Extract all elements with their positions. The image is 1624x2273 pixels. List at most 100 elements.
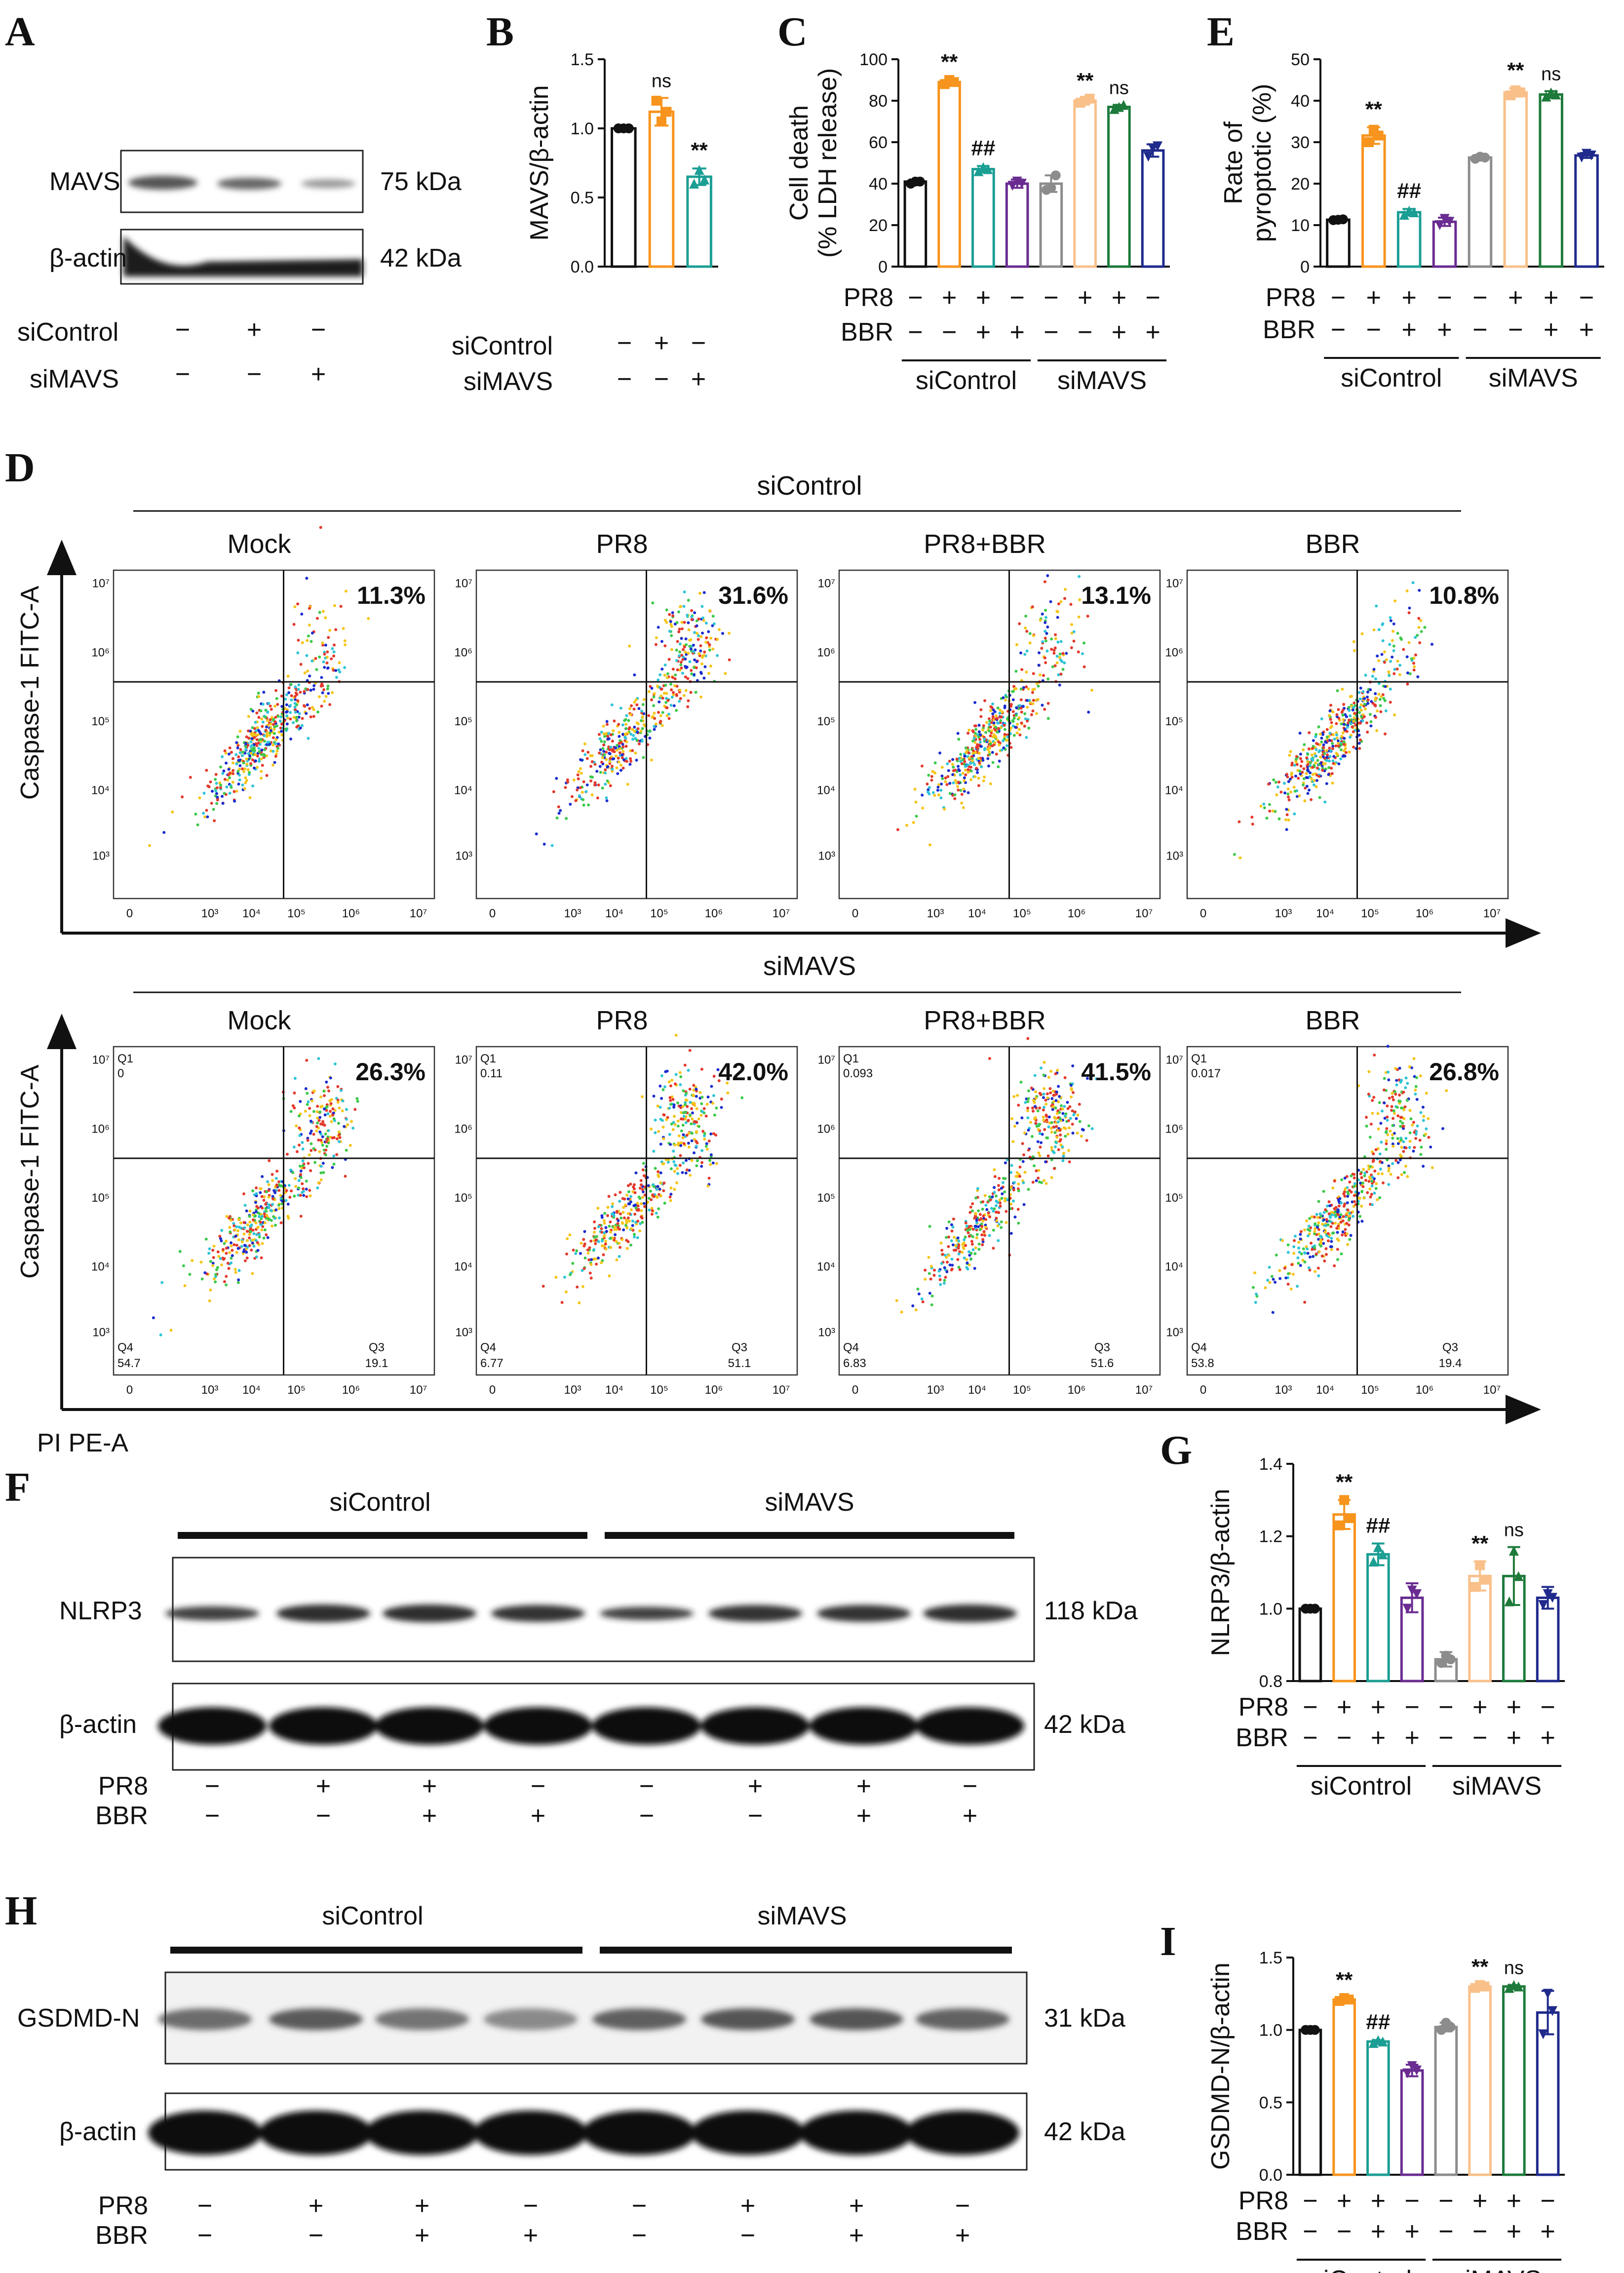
treatment-sign: + xyxy=(1402,315,1417,344)
bar xyxy=(1536,2011,1560,2176)
h-group-simavs: siMAVS xyxy=(757,1902,847,1930)
quadrant-q3: Q3 xyxy=(369,1341,385,1354)
flow-y-tick: 10⁷ xyxy=(92,577,110,590)
flow-x-tick: 10⁴ xyxy=(968,907,986,920)
treatment-sign: − xyxy=(748,1802,763,1830)
data-point xyxy=(1577,153,1587,163)
flow-x-tick: 10³ xyxy=(1275,1383,1292,1397)
group-label-sicontrol: siControl xyxy=(1311,1772,1412,1801)
y-tick-label: 80 xyxy=(869,92,888,111)
bar xyxy=(1298,1607,1322,1683)
y-axis-label: (% LDH release) xyxy=(813,68,842,258)
data-point xyxy=(1402,2068,1413,2078)
treatment-label: BBR xyxy=(841,318,893,347)
flow-x-tick: 10⁶ xyxy=(705,1383,723,1397)
blot-label-mavs: MAVS xyxy=(49,167,120,196)
quadrant-q4: Q4 xyxy=(1191,1341,1207,1354)
y-tick-label: 0.0 xyxy=(571,258,594,276)
treatment-sign: + xyxy=(316,1772,331,1801)
flow-x-tick: 10⁷ xyxy=(410,907,427,920)
treatment-sign: + xyxy=(1371,2217,1386,2246)
bar xyxy=(1366,1553,1390,1683)
treatment-sign: + xyxy=(1371,1693,1386,1722)
bar xyxy=(1400,2069,1424,2176)
sign: − xyxy=(691,329,706,357)
treatment-sign: − xyxy=(316,1802,331,1830)
flow-y-tick: 10³ xyxy=(1166,1326,1183,1339)
flow-x-tick: 10³ xyxy=(927,907,944,920)
quadrant-q1: Q1 xyxy=(1191,1052,1207,1065)
data-point xyxy=(1334,1520,1345,1530)
flow-x-tick: 0 xyxy=(852,1383,858,1397)
significance-label: ** xyxy=(1336,1470,1353,1494)
group-label-simavs: siMAVS xyxy=(1489,364,1578,392)
treatment-sign: + xyxy=(740,2192,755,2220)
flow-plot-title: PR8+BBR xyxy=(924,1006,1046,1035)
treatment-sign: + xyxy=(1507,1724,1521,1752)
significance-label: ** xyxy=(1471,1955,1489,1979)
treatment-sign: − xyxy=(1472,315,1487,344)
treatment-label: BBR xyxy=(95,1802,148,1830)
y-tick-label: 1.0 xyxy=(571,119,594,138)
flow-y-tick: 10³ xyxy=(455,1326,472,1339)
bar xyxy=(1005,182,1029,268)
flow-x-tick: 10⁴ xyxy=(242,907,261,920)
significance-label: ns xyxy=(1541,64,1561,85)
y-tick-label: 0.5 xyxy=(571,189,594,207)
quadrant-q4: Q4 xyxy=(480,1341,496,1354)
treatment-label: PR8 xyxy=(844,283,893,312)
treatment-sign: + xyxy=(415,2192,429,2220)
treatment-sign: − xyxy=(908,283,923,312)
group-label-sicontrol: siControl xyxy=(1341,364,1442,392)
treatment-label: BBR xyxy=(1236,1724,1288,1752)
significance-label: ** xyxy=(1365,97,1383,121)
flow-y-tick: 10³ xyxy=(92,850,110,863)
treatment-sign: + xyxy=(1009,318,1024,347)
flow-x-tick: 10³ xyxy=(1275,907,1292,920)
treatment-sign: + xyxy=(748,1772,763,1801)
quadrant-q4-value: 6.83 xyxy=(843,1357,866,1370)
d-ylabel-bottom: Caspase-1 FITC-A xyxy=(16,1064,44,1279)
blot-size-actin-a: 42 kDa xyxy=(380,244,462,273)
cond-sicontrol-a: siControl xyxy=(17,318,118,347)
treatment-sign: + xyxy=(415,2221,429,2250)
treatment-sign: + xyxy=(976,318,991,347)
data-point xyxy=(1513,1981,1524,1992)
flow-x-tick: 10³ xyxy=(564,907,581,920)
bar xyxy=(1434,2026,1458,2176)
sign: + xyxy=(311,360,326,389)
data-point xyxy=(1373,1542,1383,1552)
data-point xyxy=(1084,93,1095,104)
data-point xyxy=(1586,150,1596,160)
significance-label: ns xyxy=(1109,78,1129,98)
y-tick-label: 1.4 xyxy=(1259,1455,1282,1474)
bar xyxy=(1073,99,1097,268)
data-point xyxy=(1479,1574,1490,1585)
flow-y-tick: 10³ xyxy=(455,850,472,863)
treatment-label: PR8 xyxy=(1238,1693,1288,1722)
treatment-sign: + xyxy=(1472,2187,1487,2215)
data-point xyxy=(1399,210,1409,220)
treatment-sign: − xyxy=(1437,283,1452,312)
data-point xyxy=(699,174,710,185)
flow-y-tick: 10⁴ xyxy=(91,1260,110,1274)
treatment-sign: − xyxy=(632,2192,647,2220)
treatment-sign: + xyxy=(1508,283,1523,312)
flow-y-tick: 10⁶ xyxy=(817,1122,835,1136)
y-axis-label: MAVS/β-actin xyxy=(525,85,554,240)
y-tick-label: 30 xyxy=(1291,133,1310,152)
y-tick-label: 0.0 xyxy=(1259,2166,1282,2185)
flow-y-tick: 10⁴ xyxy=(817,784,835,797)
data-point xyxy=(694,165,704,175)
bar xyxy=(903,180,928,268)
y-tick-label: 0 xyxy=(1300,258,1310,276)
flow-x-tick: 10⁴ xyxy=(968,1383,986,1397)
treatment-sign: + xyxy=(976,283,991,312)
sign: + xyxy=(247,315,262,344)
flow-x-tick: 0 xyxy=(126,1383,133,1397)
panel-letter-e: E xyxy=(1207,9,1235,55)
bar xyxy=(1361,134,1386,268)
y-tick-label: 0.5 xyxy=(1259,2093,1282,2112)
cond-simavs-a: siMAVS xyxy=(30,365,119,393)
flow-x-tick: 10³ xyxy=(927,1383,944,1397)
